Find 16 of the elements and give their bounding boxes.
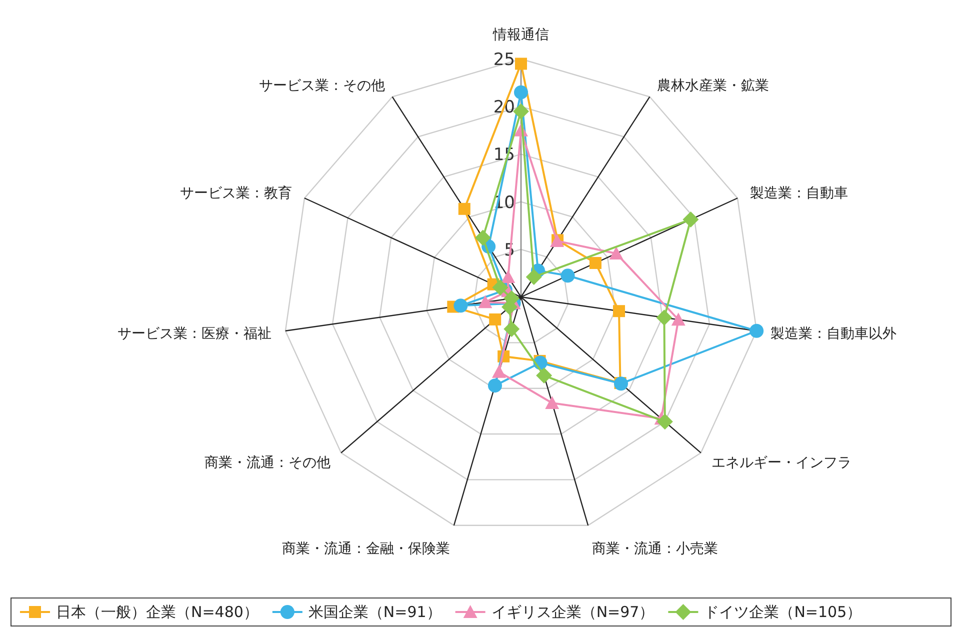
spoke-label: 製造業：自動車 [750,185,848,202]
spoke-label: 製造業：自動車以外 [770,326,896,342]
spoke-label: サービス業：医療・福祉 [118,326,272,342]
legend-label: 日本（一般）企業（N=480） [56,603,258,621]
legend-label: イギリス企業（N=97） [491,603,654,621]
spoke-label: 商業・流通：小売業 [592,540,718,557]
spoke-label: 農林水産業・鉱業 [657,78,770,94]
spoke-label: サービス業：教育 [180,184,292,202]
spoke-label: 情報通信 [492,27,549,43]
legend-label: 米国企業（N=91） [308,603,442,621]
spoke-label: エネルギー・インフラ [711,455,852,472]
spoke-label: 商業・流通：金融・保険業 [282,540,450,557]
legend-label: ドイツ企業（N=105） [704,603,862,621]
spoke-label: 商業・流通：その他 [204,455,331,472]
spoke-label: サービス業：その他 [258,78,385,94]
y-tick-label: 25 [493,50,515,70]
